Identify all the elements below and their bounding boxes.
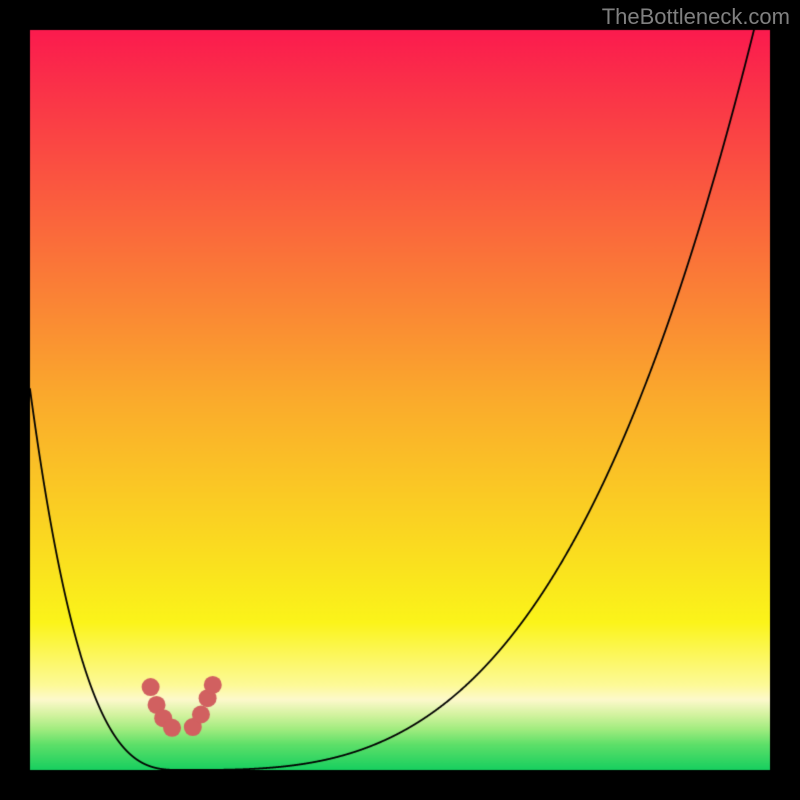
watermark-text: TheBottleneck.com: [602, 4, 790, 30]
chart-canvas: [0, 0, 800, 800]
chart-container: TheBottleneck.com: [0, 0, 800, 800]
